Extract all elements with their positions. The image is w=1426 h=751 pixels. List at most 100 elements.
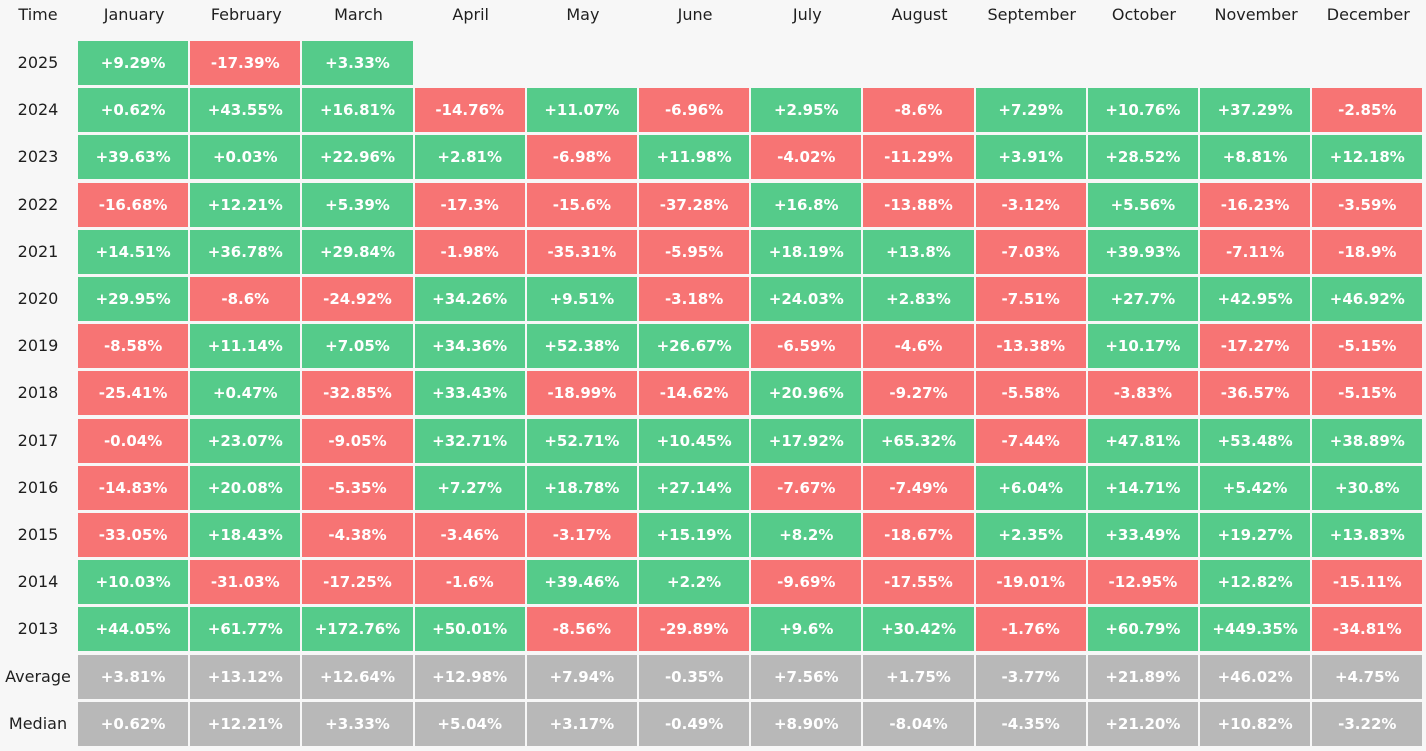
return-cell-median-september: -4.35% (975, 701, 1086, 746)
return-cell-average-june: -0.35% (639, 654, 750, 699)
return-cell-2025-february: -17.39% (190, 41, 301, 85)
return-cell-2022-february: +12.21% (190, 182, 301, 227)
return-cell-2021-january: +14.51% (78, 229, 189, 274)
return-cell-2022-october: +5.56% (1087, 182, 1198, 227)
return-cell-2013-november: +449.35% (1200, 607, 1311, 652)
return-cell-median-november: +10.82% (1200, 701, 1311, 746)
return-cell-2015-january: -33.05% (78, 513, 189, 557)
return-cell-2021-february: +36.78% (190, 229, 301, 274)
return-cell-2024-december: -2.85% (1312, 88, 1423, 133)
return-cell-2022-march: +5.39% (302, 182, 413, 227)
return-cell-2017-may: +52.71% (526, 418, 637, 463)
return-cell-2022-january: -16.68% (78, 182, 189, 227)
return-cell-2024-february: +43.55% (190, 88, 301, 133)
return-cell-2015-october: +33.49% (1087, 513, 1198, 557)
return-cell-average-july: +7.56% (751, 654, 862, 699)
return-cell-2023-june: +11.98% (639, 135, 750, 180)
return-cell-average-october: +21.89% (1087, 654, 1198, 699)
return-cell-2015-march: -4.38% (302, 513, 413, 557)
return-cell-2013-january: +44.05% (78, 607, 189, 652)
return-cell-average-march: +12.64% (302, 654, 413, 699)
return-cell-2021-may: -35.31% (526, 229, 637, 274)
row-label-2022: 2022 (17, 194, 59, 214)
return-cell-2016-february: +20.08% (190, 465, 301, 510)
month-header-june: June (677, 5, 713, 24)
return-cell-2023-november: +8.81% (1200, 135, 1311, 180)
return-cell-2014-september: -19.01% (975, 560, 1086, 605)
return-cell-average-february: +13.12% (190, 654, 301, 699)
return-cell-2015-december: +13.83% (1312, 513, 1423, 557)
return-cell-2014-june: +2.2% (639, 560, 750, 605)
month-header-november: November (1214, 5, 1298, 24)
row-label-2016: 2016 (17, 477, 59, 497)
return-cell-2018-june: -14.62% (639, 371, 750, 416)
return-cell-2023-january: +39.63% (78, 135, 189, 180)
return-cell-average-december: +4.75% (1312, 654, 1423, 699)
return-cell-2015-july: +8.2% (751, 513, 862, 557)
return-cell-2022-september: -3.12% (975, 182, 1086, 227)
return-cell-2013-august: +30.42% (863, 607, 974, 652)
return-cell-2018-january: -25.41% (78, 371, 189, 416)
return-cell-2024-september: +7.29% (975, 88, 1086, 133)
return-cell-2024-april: -14.76% (414, 88, 525, 133)
return-cell-2014-august: -17.55% (863, 560, 974, 605)
row-label-2023: 2023 (17, 147, 59, 167)
return-cell-2019-february: +11.14% (190, 324, 301, 369)
return-cell-2021-march: +29.84% (302, 229, 413, 274)
return-cell-2018-october: -3.83% (1087, 371, 1198, 416)
return-cell-2022-august: -13.88% (863, 182, 974, 227)
return-cell-2015-june: +15.19% (639, 513, 750, 557)
return-cell-2015-november: +19.27% (1200, 513, 1311, 557)
return-cell-2014-december: -15.11% (1312, 560, 1423, 605)
return-cell-2019-april: +34.36% (414, 324, 525, 369)
return-cell-2022-july: +16.8% (751, 182, 862, 227)
return-cell-median-march: +3.33% (302, 701, 413, 746)
return-cell-2018-november: -36.57% (1200, 371, 1311, 416)
month-header-december: December (1326, 5, 1410, 24)
return-cell-2021-june: -5.95% (639, 229, 750, 274)
month-header-january: January (103, 5, 165, 24)
row-label-2021: 2021 (17, 241, 59, 261)
return-cell-median-october: +21.20% (1087, 701, 1198, 746)
time-column-header: Time (18, 5, 58, 24)
return-cell-2022-april: -17.3% (414, 182, 525, 227)
return-cell-2019-july: -6.59% (751, 324, 862, 369)
month-header-march: March (334, 5, 383, 24)
return-cell-2022-may: -15.6% (526, 182, 637, 227)
return-cell-2017-february: +23.07% (190, 418, 301, 463)
return-cell-average-may: +7.94% (526, 654, 637, 699)
return-cell-2023-december: +12.18% (1312, 135, 1423, 180)
return-cell-2013-may: -8.56% (526, 607, 637, 652)
return-cell-2019-march: +7.05% (302, 324, 413, 369)
return-cell-2016-january: -14.83% (78, 465, 189, 510)
month-header-august: August (891, 5, 948, 24)
return-cell-2025-january: +9.29% (78, 41, 189, 85)
return-cell-2013-december: -34.81% (1312, 607, 1423, 652)
return-cell-median-april: +5.04% (414, 701, 525, 746)
return-cell-2017-november: +53.48% (1200, 418, 1311, 463)
return-cell-median-may: +3.17% (526, 701, 637, 746)
return-cell-2024-october: +10.76% (1087, 88, 1198, 133)
return-cell-2020-july: +24.03% (751, 277, 862, 321)
return-cell-2022-november: -16.23% (1200, 182, 1311, 227)
return-cell-2017-july: +17.92% (751, 418, 862, 463)
return-cell-2020-may: +9.51% (526, 277, 637, 321)
return-cell-2016-october: +14.71% (1087, 465, 1198, 510)
return-cell-2023-february: +0.03% (190, 135, 301, 180)
return-cell-2025-march: +3.33% (302, 41, 413, 85)
return-cell-2015-september: +2.35% (975, 513, 1086, 557)
return-cell-2022-june: -37.28% (639, 182, 750, 227)
return-cell-2020-october: +27.7% (1087, 277, 1198, 321)
return-cell-2014-january: +10.03% (78, 560, 189, 605)
return-cell-median-february: +12.21% (190, 701, 301, 746)
month-header-february: February (210, 5, 282, 24)
return-cell-median-june: -0.49% (639, 701, 750, 746)
return-cell-2019-november: -17.27% (1200, 324, 1311, 369)
return-cell-2023-march: +22.96% (302, 135, 413, 180)
return-cell-2024-january: +0.62% (78, 88, 189, 133)
return-cell-2016-july: -7.67% (751, 465, 862, 510)
row-label-2014: 2014 (17, 572, 59, 592)
return-cell-2019-october: +10.17% (1087, 324, 1198, 369)
return-cell-average-august: +1.75% (863, 654, 974, 699)
row-label-2020: 2020 (17, 289, 59, 308)
